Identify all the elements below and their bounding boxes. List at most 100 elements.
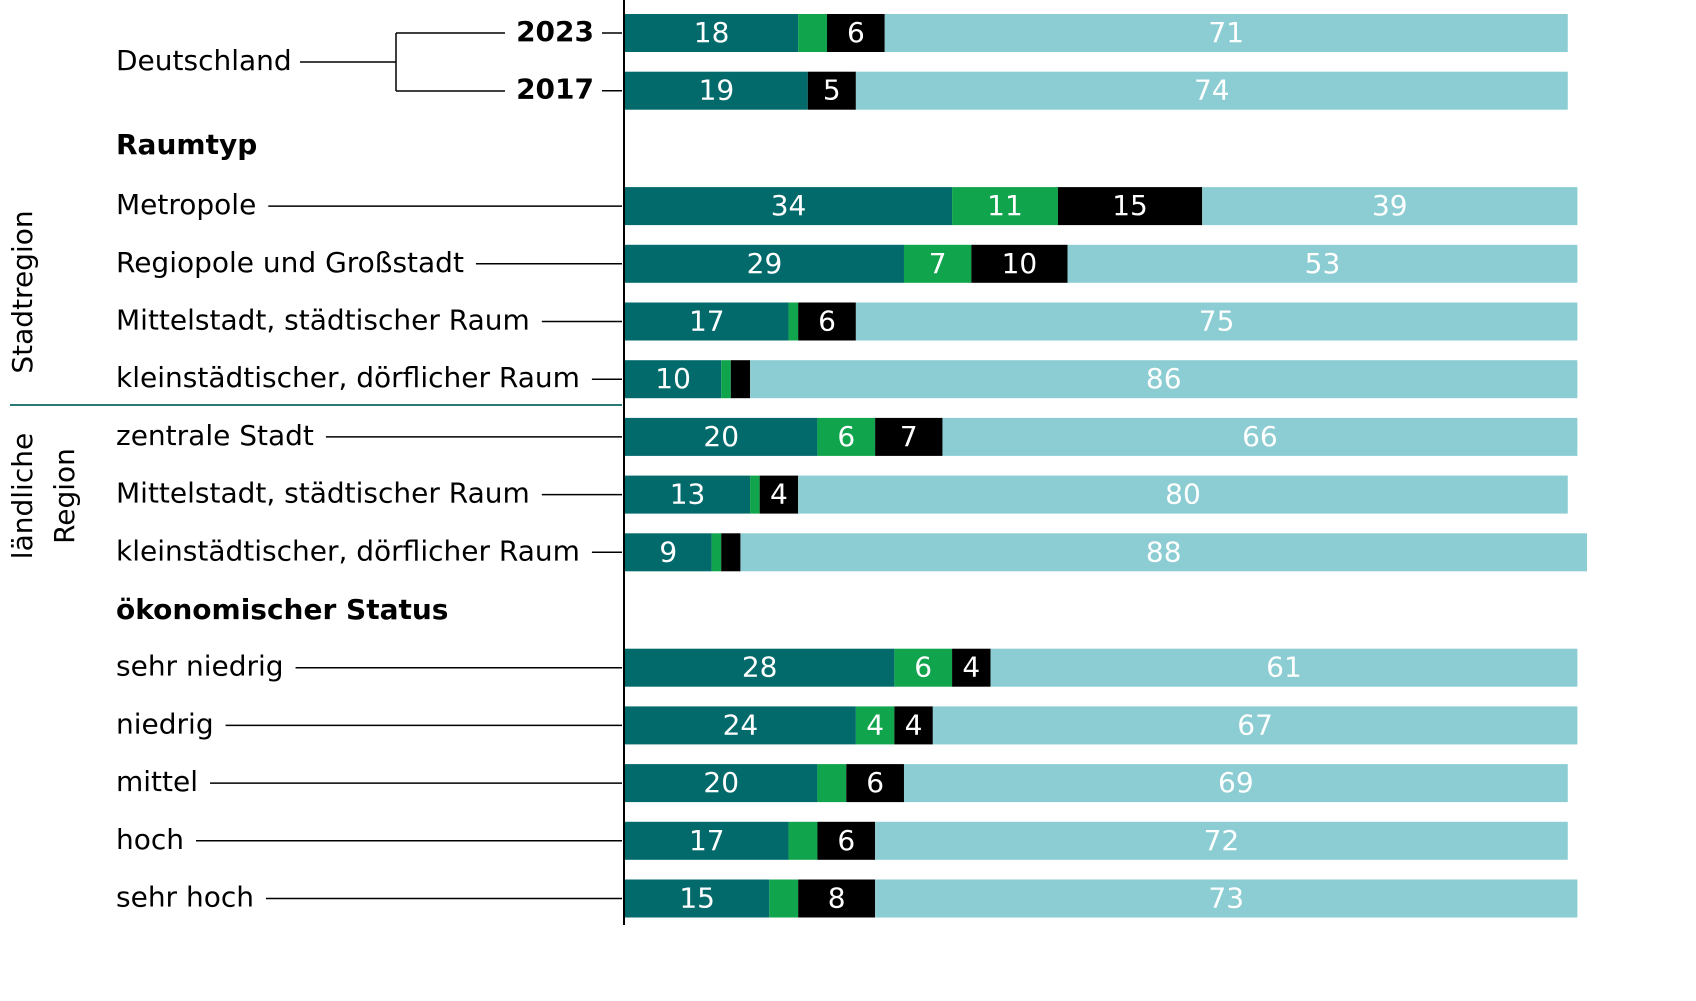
value-label: 15 — [679, 882, 715, 915]
bar-segment — [875, 879, 1578, 918]
row-label: Mittelstadt, städtischer Raum — [116, 304, 530, 337]
bar-segment — [971, 244, 1068, 283]
region-label: Stadtregion — [6, 210, 39, 373]
bar-segment — [884, 14, 1568, 52]
row-label: zentrale Stadt — [116, 419, 314, 452]
row-label: kleinstädtischer, dörflicher Raum — [116, 361, 580, 394]
value-label: 18 — [694, 16, 730, 49]
value-label: 15 — [1112, 189, 1148, 222]
row-label: Metropole — [116, 188, 256, 221]
bar-segment — [875, 417, 943, 456]
value-label: 19 — [699, 74, 735, 107]
row-label: sehr niedrig — [116, 650, 284, 683]
bar-segment — [625, 648, 895, 687]
value-label: 4 — [905, 708, 923, 741]
bar-segment — [721, 533, 741, 572]
bar-segment — [798, 302, 856, 341]
bar-segment — [817, 417, 876, 456]
bar-segment — [740, 533, 1587, 572]
value-label: 73 — [1208, 882, 1244, 915]
bar-segment — [1067, 244, 1578, 283]
bar-segment — [942, 417, 1578, 456]
value-label: 6 — [837, 824, 855, 857]
section-heading: Raumtyp — [116, 128, 257, 161]
value-label: 88 — [1146, 535, 1182, 568]
group-label: Deutschland — [116, 44, 292, 77]
value-label: 17 — [689, 824, 725, 857]
value-label: 61 — [1266, 651, 1302, 684]
bar-segment — [875, 821, 1568, 860]
bar-segment — [625, 417, 818, 456]
value-label: 66 — [1242, 420, 1278, 453]
year-label: 2017 — [516, 73, 594, 106]
bar-segment — [894, 706, 933, 745]
value-label: 7 — [900, 420, 918, 453]
value-label: 80 — [1165, 478, 1201, 511]
value-label: 8 — [828, 882, 846, 915]
region-label: Region — [48, 448, 81, 544]
value-label: 5 — [823, 74, 841, 107]
bar-segment — [750, 475, 760, 514]
bar-segment — [788, 821, 818, 860]
bar-segment — [625, 879, 770, 918]
value-label: 9 — [659, 535, 677, 568]
value-label: 7 — [929, 247, 947, 280]
value-label: 86 — [1146, 362, 1182, 395]
bar-segment — [721, 360, 731, 399]
value-label: 6 — [818, 305, 836, 338]
value-label: 39 — [1372, 189, 1408, 222]
bar-segment — [625, 187, 953, 226]
bar-segment — [798, 14, 828, 52]
bar-segment — [1057, 187, 1203, 226]
row-label: niedrig — [116, 707, 214, 740]
bar-segment — [798, 879, 876, 918]
row-label: hoch — [116, 823, 184, 856]
bar-segment — [855, 71, 1568, 110]
value-label: 74 — [1194, 74, 1230, 107]
value-label: 20 — [703, 420, 739, 453]
value-label: 6 — [847, 16, 865, 49]
value-label: 6 — [837, 420, 855, 453]
bar-segment — [625, 71, 808, 110]
bar-segment — [625, 706, 856, 745]
value-label: 69 — [1218, 766, 1254, 799]
value-label: 24 — [723, 708, 759, 741]
value-label: 11 — [987, 189, 1023, 222]
bar-segment — [903, 764, 1568, 803]
bar-segment — [625, 360, 722, 399]
value-label: 10 — [1002, 247, 1038, 280]
value-label: 67 — [1237, 708, 1273, 741]
value-label: 72 — [1204, 824, 1240, 857]
bar-segment — [769, 879, 799, 918]
row-label: mittel — [116, 765, 198, 798]
bar-segment — [855, 706, 895, 745]
bar-segment — [798, 475, 1568, 514]
value-label: 17 — [689, 305, 725, 338]
value-label: 6 — [914, 651, 932, 684]
value-label: 13 — [670, 478, 706, 511]
bar-segment — [788, 302, 799, 341]
bar-segment — [894, 648, 953, 687]
bar-segment — [750, 360, 1578, 399]
bar-segment — [807, 71, 856, 110]
bar-segment — [817, 764, 847, 803]
bar-segment — [730, 360, 751, 399]
row-label: Mittelstadt, städtischer Raum — [116, 477, 530, 510]
bar-segment — [625, 14, 799, 52]
bar-segment — [625, 475, 751, 514]
value-label: 20 — [703, 766, 739, 799]
bar-segment — [625, 302, 789, 341]
bar-segment — [846, 764, 904, 803]
bar-segment — [759, 475, 799, 514]
value-label: 29 — [747, 247, 783, 280]
value-label: 71 — [1208, 16, 1244, 49]
value-label: 34 — [771, 189, 807, 222]
value-label: 28 — [742, 651, 778, 684]
value-label: 4 — [962, 651, 980, 684]
bar-segment — [625, 821, 789, 860]
bar-segment — [1202, 187, 1578, 226]
row-label: sehr hoch — [116, 881, 254, 914]
value-label: 4 — [866, 708, 884, 741]
bar-segment — [990, 648, 1578, 687]
bar-segment — [903, 244, 972, 283]
